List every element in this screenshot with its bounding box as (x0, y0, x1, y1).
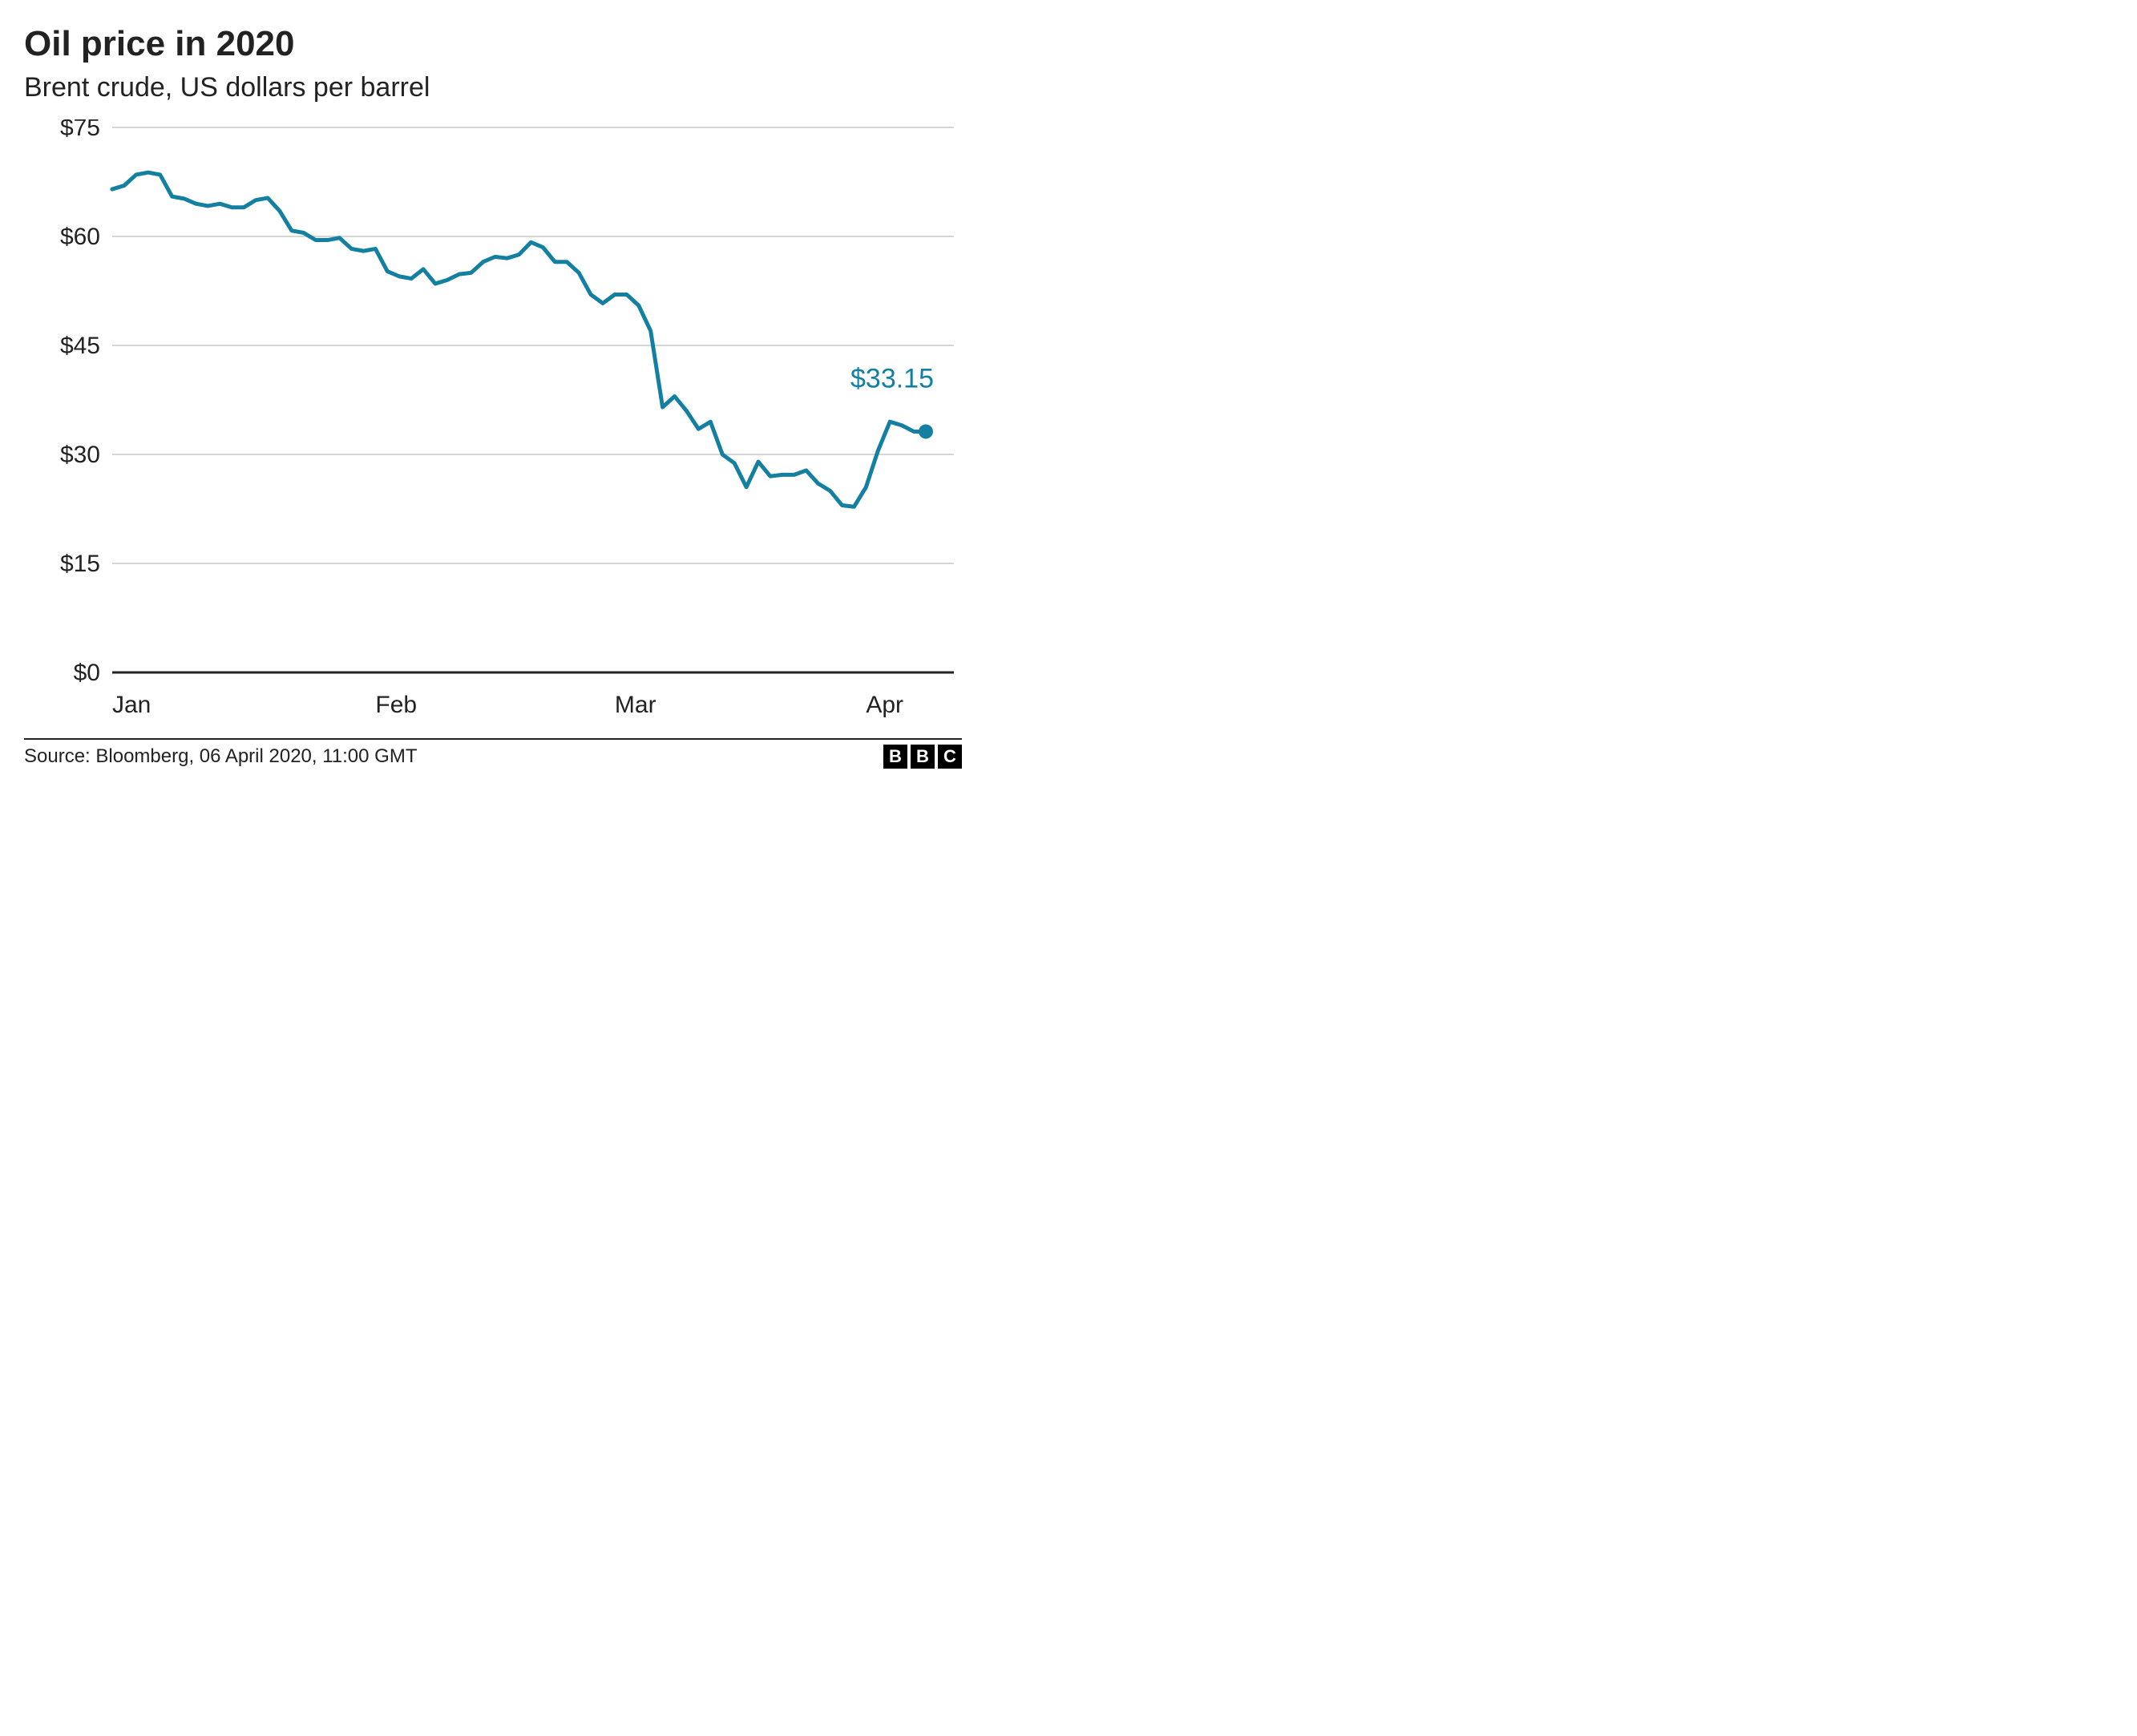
y-tick-label: $30 (60, 442, 100, 468)
x-tick-label: Apr (866, 692, 903, 718)
x-tick-label: Mar (615, 692, 656, 718)
x-tick-label: Feb (375, 692, 417, 718)
y-tick-label: $0 (74, 660, 100, 686)
y-tick-label: $60 (60, 224, 100, 250)
bbc-logo-letter: C (938, 745, 962, 769)
chart-plot-area: $0 $15 $30 $45 $60 $75 Jan Feb Mar Apr $33.15 (24, 119, 962, 737)
bbc-logo-letter: B (911, 745, 935, 769)
chart-footer: Source: Bloomberg, 06 April 2020, 11:00 … (24, 738, 962, 769)
line-chart-svg: $0 $15 $30 $45 $60 $75 Jan Feb Mar Apr $33.15 (24, 119, 962, 737)
price-line (112, 172, 926, 507)
chart-subtitle: Brent crude, US dollars per barrel (24, 72, 962, 103)
y-tick-label: $75 (60, 119, 100, 141)
bbc-logo: BBC (883, 745, 962, 769)
end-label: $33.15 (850, 363, 934, 394)
chart-container: Oil price in 2020 Brent crude, US dollar… (0, 0, 986, 777)
bbc-logo-letter: B (883, 745, 907, 769)
end-marker (919, 424, 933, 438)
y-tick-label: $45 (60, 333, 100, 359)
chart-title: Oil price in 2020 (24, 24, 962, 64)
chart-source: Source: Bloomberg, 06 April 2020, 11:00 … (24, 745, 418, 768)
x-tick-label: Jan (112, 692, 151, 718)
y-tick-label: $15 (60, 551, 100, 577)
